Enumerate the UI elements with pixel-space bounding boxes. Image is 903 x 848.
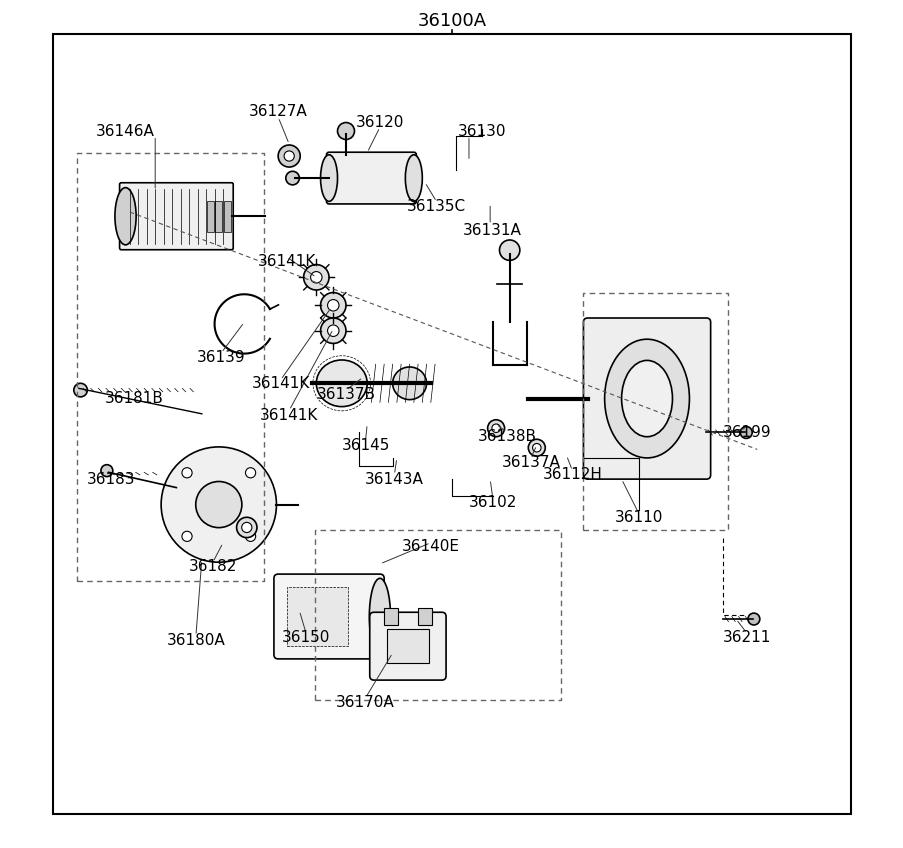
Text: 36170A: 36170A: [336, 695, 395, 710]
Ellipse shape: [115, 187, 136, 245]
Circle shape: [327, 299, 339, 311]
FancyBboxPatch shape: [369, 612, 445, 680]
Circle shape: [491, 424, 499, 432]
Circle shape: [196, 482, 242, 527]
Text: 36135C: 36135C: [406, 198, 466, 214]
Circle shape: [487, 420, 504, 437]
Bar: [215, 201, 222, 232]
Text: 36146A: 36146A: [96, 124, 154, 139]
Circle shape: [747, 613, 759, 625]
Circle shape: [499, 240, 519, 260]
Text: 36137B: 36137B: [316, 387, 375, 402]
Text: 36150: 36150: [282, 630, 330, 645]
Circle shape: [161, 447, 276, 562]
Circle shape: [182, 468, 192, 478]
Text: 36137A: 36137A: [501, 455, 560, 470]
Text: 36199: 36199: [722, 425, 770, 440]
Ellipse shape: [369, 578, 390, 655]
Text: 36131A: 36131A: [462, 223, 522, 238]
Text: 36138B: 36138B: [477, 429, 536, 444]
Ellipse shape: [321, 154, 337, 202]
Circle shape: [321, 293, 346, 318]
Circle shape: [527, 439, 545, 456]
Text: 36130: 36130: [457, 124, 506, 139]
Bar: [417, 608, 431, 625]
Circle shape: [74, 383, 88, 397]
Circle shape: [303, 265, 329, 290]
Text: 36180A: 36180A: [166, 633, 225, 648]
Text: 36183: 36183: [87, 471, 135, 487]
Text: 36127A: 36127A: [248, 104, 307, 120]
FancyBboxPatch shape: [326, 153, 416, 204]
Ellipse shape: [392, 367, 426, 399]
Bar: [207, 201, 213, 232]
FancyBboxPatch shape: [274, 574, 384, 659]
Ellipse shape: [621, 360, 672, 437]
Circle shape: [284, 151, 294, 161]
Text: 36145: 36145: [341, 438, 389, 453]
FancyBboxPatch shape: [582, 318, 710, 479]
Circle shape: [321, 318, 346, 343]
Text: 36102: 36102: [468, 494, 517, 510]
Circle shape: [278, 145, 300, 167]
Text: 36100A: 36100A: [417, 12, 486, 31]
Circle shape: [246, 531, 256, 541]
Circle shape: [182, 531, 192, 541]
Circle shape: [285, 171, 299, 185]
Text: 36181B: 36181B: [105, 391, 163, 406]
Circle shape: [101, 465, 113, 477]
Circle shape: [337, 122, 354, 139]
Circle shape: [532, 444, 540, 452]
Circle shape: [241, 522, 252, 533]
Text: 36139: 36139: [197, 350, 246, 365]
Text: 36211: 36211: [722, 630, 770, 645]
Text: 36141K: 36141K: [260, 408, 318, 423]
Text: 36141K: 36141K: [251, 376, 310, 391]
Ellipse shape: [316, 360, 367, 407]
Circle shape: [327, 325, 339, 337]
Bar: [384, 608, 397, 625]
Text: 36110: 36110: [614, 510, 662, 525]
Text: 36143A: 36143A: [365, 471, 424, 487]
Text: 36120: 36120: [356, 115, 404, 131]
Circle shape: [740, 427, 751, 438]
Bar: [286, 587, 348, 646]
Text: 36112H: 36112H: [542, 467, 601, 483]
Ellipse shape: [604, 339, 689, 458]
Bar: [386, 629, 429, 663]
Bar: [224, 201, 230, 232]
Circle shape: [237, 517, 256, 538]
Circle shape: [311, 271, 321, 283]
Text: 36140E: 36140E: [401, 539, 460, 555]
Ellipse shape: [405, 154, 422, 202]
Circle shape: [246, 468, 256, 478]
FancyBboxPatch shape: [119, 183, 233, 249]
Text: 36141K: 36141K: [257, 254, 315, 269]
Text: 36182: 36182: [189, 559, 237, 574]
